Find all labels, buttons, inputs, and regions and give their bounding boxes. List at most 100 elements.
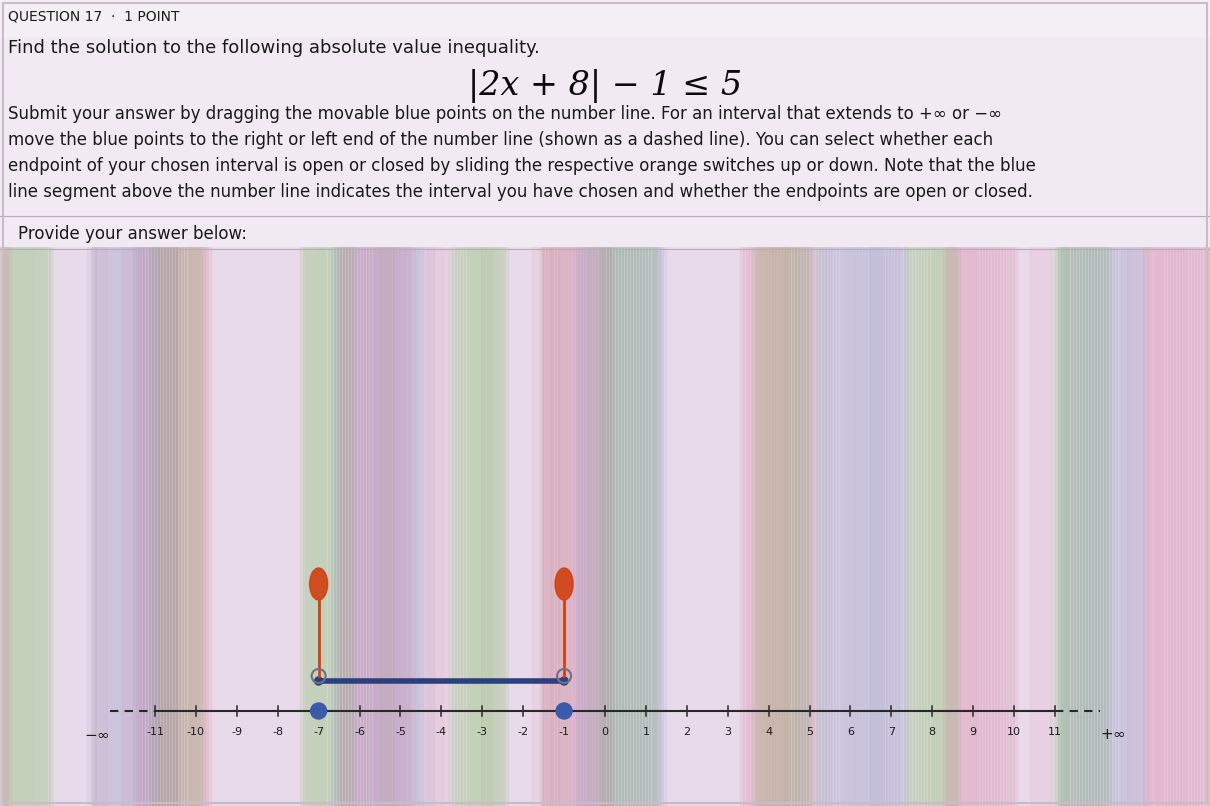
Bar (1055, 246, 1060, 806)
Bar (407, 246, 411, 806)
Bar (612, 246, 617, 806)
Bar (753, 246, 756, 806)
Text: -6: -6 (355, 727, 365, 737)
Bar (379, 246, 384, 806)
Bar (779, 246, 784, 806)
Bar (886, 246, 891, 806)
Bar (121, 246, 143, 806)
Bar (789, 246, 793, 806)
Bar (636, 246, 641, 806)
Bar (169, 246, 174, 806)
Bar (1168, 246, 1172, 806)
Bar (779, 246, 784, 806)
Bar (1089, 246, 1093, 806)
Bar (785, 246, 790, 806)
Bar (157, 246, 162, 806)
Bar (1206, 246, 1210, 806)
Bar (1156, 246, 1185, 806)
Text: -9: -9 (231, 727, 242, 737)
Bar (191, 246, 196, 806)
Bar (791, 246, 796, 806)
Bar (755, 246, 760, 806)
Bar (894, 246, 899, 806)
Bar (643, 246, 647, 806)
Bar (388, 246, 393, 806)
Bar (600, 246, 605, 806)
Bar (173, 246, 178, 806)
Bar (658, 246, 663, 806)
Bar (188, 246, 192, 806)
Bar (1107, 246, 1112, 806)
Bar (467, 246, 472, 806)
Bar (318, 246, 323, 806)
Bar (1059, 246, 1062, 806)
Text: -7: -7 (313, 727, 324, 737)
Bar (1051, 246, 1068, 806)
Bar (765, 246, 768, 806)
Bar (630, 246, 635, 806)
Bar (179, 246, 184, 806)
Bar (574, 246, 577, 806)
Bar (106, 246, 110, 806)
Bar (91, 246, 96, 806)
Bar (934, 246, 939, 806)
Bar (542, 246, 560, 806)
Bar (197, 246, 202, 806)
Bar (169, 246, 174, 806)
Bar (864, 246, 869, 806)
Bar (415, 246, 420, 806)
Bar (1140, 246, 1145, 806)
Bar (1095, 246, 1100, 806)
Bar (998, 246, 1002, 806)
Text: -1: -1 (559, 727, 570, 737)
Bar (115, 246, 120, 806)
Bar (628, 246, 633, 806)
Bar (342, 246, 347, 806)
Bar (109, 246, 114, 806)
Bar (364, 246, 369, 806)
Bar (121, 246, 126, 806)
Bar (340, 246, 344, 806)
Bar (974, 246, 978, 806)
Bar (834, 246, 839, 806)
Bar (1119, 246, 1124, 806)
Bar (943, 246, 947, 806)
Bar (145, 246, 150, 806)
Bar (549, 246, 553, 806)
Bar (385, 246, 390, 806)
Bar (773, 246, 778, 806)
Bar (1010, 246, 1014, 806)
Bar (594, 246, 599, 806)
Text: -10: -10 (186, 727, 204, 737)
Bar (862, 246, 866, 806)
Bar (1146, 246, 1151, 806)
Bar (652, 246, 657, 806)
Bar (373, 246, 378, 806)
Bar (622, 246, 627, 806)
Bar (151, 246, 156, 806)
Bar (1089, 246, 1093, 806)
Bar (394, 246, 399, 806)
Bar (1128, 246, 1133, 806)
Bar (18, 246, 23, 806)
Bar (964, 246, 969, 806)
Bar (870, 246, 875, 806)
Bar (4, 246, 7, 806)
Bar (457, 246, 462, 806)
Bar (771, 246, 774, 806)
Bar (92, 246, 108, 806)
Bar (159, 246, 177, 806)
Bar (397, 246, 402, 806)
Bar (580, 246, 583, 806)
Bar (4, 246, 7, 806)
Bar (753, 246, 756, 806)
Bar (1176, 246, 1181, 806)
Bar (1170, 246, 1175, 806)
Bar (928, 246, 933, 806)
Bar (880, 246, 885, 806)
Bar (958, 246, 963, 806)
Bar (1071, 246, 1074, 806)
Bar (157, 246, 162, 806)
Bar (103, 246, 108, 806)
Bar (36, 246, 41, 806)
